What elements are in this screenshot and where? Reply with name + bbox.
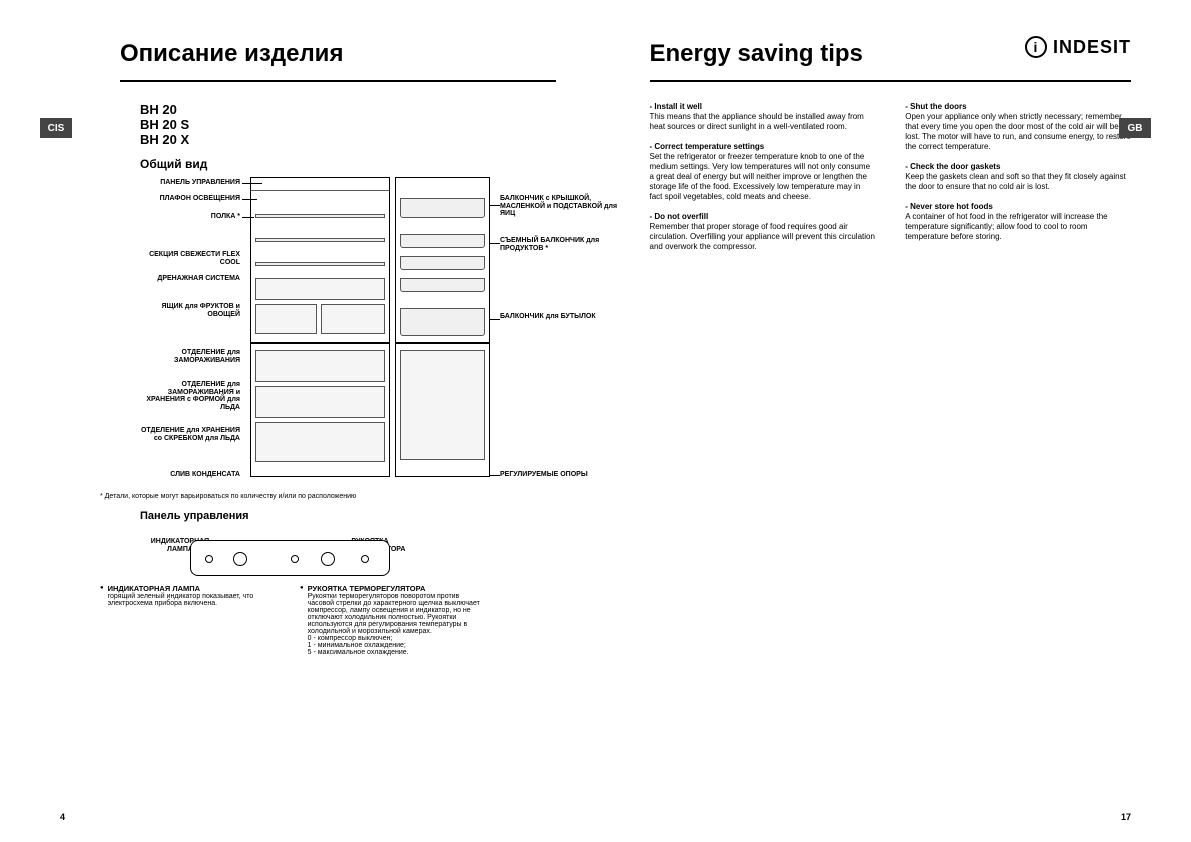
fridge-diagram: ПАНЕЛЬ УПРАВЛЕНИЯ ПЛАФОН ОСВЕЩЕНИЯ ПОЛКА… — [140, 177, 560, 487]
model-item: BH 20 X — [140, 132, 556, 147]
panel-heading: Панель управления — [140, 510, 556, 522]
tip-body: Remember that proper storage of food req… — [650, 222, 875, 251]
label-left: ПАНЕЛЬ УПРАВЛЕНИЯ — [140, 179, 240, 187]
diagram-footnote: * Детали, которые могут варьироваться по… — [100, 493, 556, 500]
label-left: СЕКЦИЯ СВЕЖЕСТИ FLEX COOL — [140, 251, 240, 266]
tip-heading: - Shut the doors — [905, 102, 966, 111]
model-item: BH 20 S — [140, 117, 556, 132]
fridge-body — [250, 177, 390, 477]
tip-heading: - Correct temperature settings — [650, 142, 765, 151]
label-left: ПОЛКА * — [140, 213, 240, 221]
tip-heading: - Install it well — [650, 102, 702, 111]
tip-body: Open your appliance only when strictly n… — [905, 112, 1131, 151]
tip-body: Keep the gaskets clean and soft so that … — [905, 172, 1126, 191]
page-left: Описание изделия CIS BH 20 BH 20 S BH 20… — [0, 0, 596, 842]
label-left: ОТДЕЛЕНИЕ для ХРАНЕНИЯ со СКРЕБКОМ для Л… — [140, 427, 240, 442]
tip-body: A container of hot food in the refrigera… — [905, 212, 1107, 241]
label-left: ДРЕНАЖНАЯ СИСТЕМА — [140, 275, 240, 283]
control-panel-diagram: ИНДИКАТОРНАЯ ЛАМПА РУКОЯТКА ТЕРМОРЕГУЛЯТ… — [140, 540, 440, 576]
model-item: BH 20 — [140, 102, 556, 117]
model-list: BH 20 BH 20 S BH 20 X — [140, 102, 556, 147]
overview-heading: Общий вид — [140, 157, 556, 171]
control-panel-box — [190, 540, 390, 576]
brand-name: INDESIT — [1053, 37, 1131, 58]
label-left: ПЛАФОН ОСВЕЩЕНИЯ — [140, 195, 240, 203]
left-rule — [120, 80, 556, 82]
brand-logo-icon: i — [1025, 36, 1047, 58]
label-left: ОТДЕЛЕНИЕ для ЗАМОРАЖИВАНИЯ — [140, 349, 240, 364]
desc-left-title: ИНДИКАТОРНАЯ ЛАМПА — [108, 584, 200, 593]
desc-left-body: горящий зеленый индикатор показывает, чт… — [108, 593, 254, 607]
label-left: ЯЩИК для ФРУКТОВ и ОВОЩЕЙ — [140, 303, 240, 318]
desc-right-title: РУКОЯТКА ТЕРМОРЕГУЛЯТОРА — [308, 584, 426, 593]
tag-gb: GB — [1119, 118, 1151, 138]
fridge-door — [395, 177, 490, 477]
tip-heading: - Do not overfill — [650, 212, 709, 221]
label-left: СЛИВ КОНДЕНСАТА — [140, 471, 240, 479]
tips-col-2: - Shut the doorsOpen your appliance only… — [905, 102, 1131, 262]
page-number-left: 4 — [60, 812, 65, 822]
tips-columns: - Install it wellThis means that the app… — [650, 102, 1132, 262]
left-title: Описание изделия — [120, 40, 556, 68]
desc-right-body: Рукоятки терморегуляторов поворотом прот… — [308, 593, 480, 656]
tip-body: This means that the appliance should be … — [650, 112, 864, 131]
panel-descriptions: ИНДИКАТОРНАЯ ЛАМПАгорящий зеленый индика… — [100, 584, 556, 656]
tip-heading: - Never store hot foods — [905, 202, 993, 211]
tips-col-1: - Install it wellThis means that the app… — [650, 102, 876, 262]
page-number-right: 17 — [1121, 812, 1131, 822]
label-left: ОТДЕЛЕНИЕ для ЗАМОРАЖИВАНИЯ и ХРАНЕНИЯ с… — [140, 381, 240, 412]
page-right: i INDESIT Energy saving tips GB - Instal… — [596, 0, 1191, 842]
brand-logo: i INDESIT — [1025, 36, 1131, 58]
tip-body: Set the refrigerator or freezer temperat… — [650, 152, 871, 201]
tip-heading: - Check the door gaskets — [905, 162, 1000, 171]
right-rule — [650, 80, 1132, 82]
tag-cis: CIS — [40, 118, 72, 138]
